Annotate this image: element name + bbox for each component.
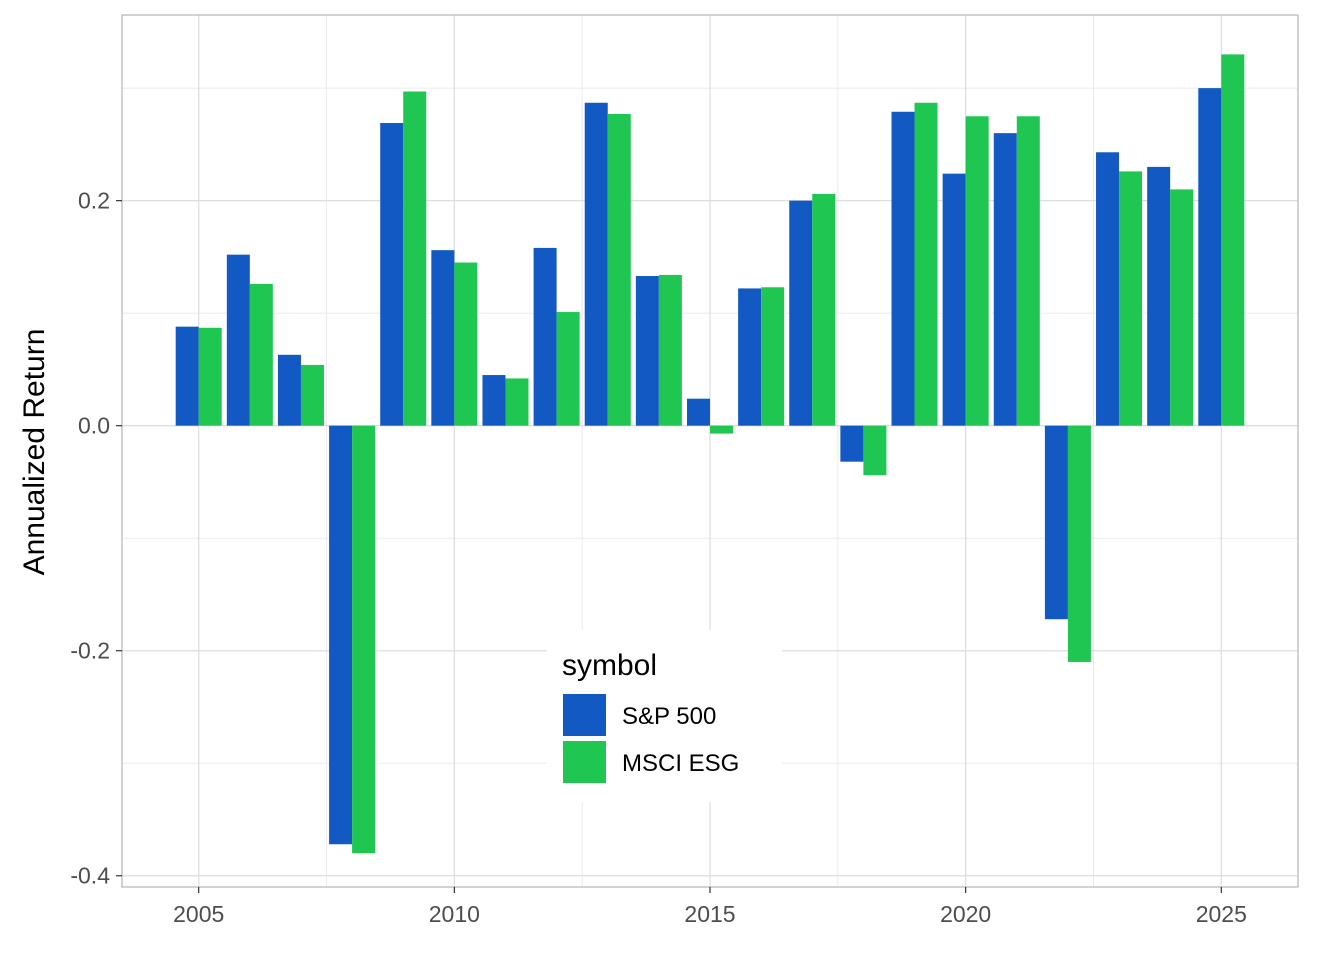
bar-s-p-500-2020 (942, 173, 966, 426)
bar-s-p-500-2006 (226, 254, 250, 426)
bar-s-p-500-2023 (1096, 152, 1120, 426)
legend-swatch-sp500 (563, 694, 606, 736)
bar-msci-esg-2016 (761, 287, 785, 426)
x-tick-label: 2005 (173, 901, 224, 927)
y-tick-label: -0.2 (70, 638, 110, 664)
bar-msci-esg-2015 (710, 425, 734, 434)
bar-msci-esg-2007 (300, 364, 324, 426)
bar-msci-esg-2010 (454, 262, 478, 426)
bar-msci-esg-2009 (403, 91, 427, 426)
bar-s-p-500-2012 (533, 247, 557, 426)
bar-msci-esg-2018 (863, 425, 887, 476)
bar-s-p-500-2024 (1147, 166, 1171, 426)
bar-s-p-500-2018 (840, 425, 864, 462)
bar-msci-esg-2013 (607, 114, 631, 426)
x-axis: 2005 2010 2015 2020 2025 (173, 887, 1247, 927)
bar-s-p-500-2016 (738, 288, 762, 426)
x-tick-label: 2015 (684, 901, 735, 927)
bar-msci-esg-2022 (1067, 425, 1091, 662)
bar-msci-esg-2019 (914, 102, 938, 426)
y-axis-title: Annualized Return (18, 329, 51, 576)
bar-s-p-500-2007 (277, 354, 301, 426)
legend: symbol S&P 500 MSCI ESG (547, 630, 782, 802)
bar-msci-esg-2005 (198, 327, 222, 426)
bar-s-p-500-2014 (635, 276, 659, 426)
bar-s-p-500-2005 (175, 326, 199, 426)
bar-s-p-500-2017 (789, 200, 813, 426)
bar-s-p-500-2009 (380, 123, 404, 426)
bar-s-p-500-2022 (1044, 425, 1068, 620)
bar-s-p-500-2013 (584, 102, 608, 426)
legend-label-msci-esg: MSCI ESG (622, 750, 739, 777)
y-tick-label: 0.2 (78, 188, 110, 214)
bar-msci-esg-2021 (1016, 116, 1040, 426)
bar-s-p-500-2008 (329, 425, 353, 845)
bar-msci-esg-2025 (1221, 54, 1245, 426)
bar-s-p-500-2015 (686, 398, 710, 426)
bar-msci-esg-2024 (1170, 189, 1194, 426)
bar-marks (175, 54, 1245, 854)
bar-msci-esg-2012 (556, 312, 580, 426)
y-axis: -0.4 -0.2 0.0 0.2 (70, 188, 122, 889)
bar-s-p-500-2021 (993, 133, 1017, 426)
bar-msci-esg-2008 (352, 425, 376, 854)
bar-msci-esg-2017 (812, 193, 836, 426)
bar-msci-esg-2006 (249, 283, 273, 426)
bar-msci-esg-2014 (658, 274, 682, 426)
bar-s-p-500-2011 (482, 375, 506, 426)
x-tick-label: 2020 (940, 901, 991, 927)
bar-msci-esg-2020 (965, 116, 989, 426)
bar-s-p-500-2019 (891, 111, 915, 426)
x-tick-label: 2025 (1196, 901, 1247, 927)
bar-msci-esg-2011 (505, 378, 529, 426)
x-tick-label: 2010 (429, 901, 480, 927)
y-tick-label: -0.4 (70, 863, 110, 889)
bar-s-p-500-2025 (1198, 88, 1222, 426)
legend-title: symbol (562, 649, 657, 682)
bar-s-p-500-2010 (431, 250, 455, 426)
legend-swatch-msci-esg (563, 741, 606, 783)
y-tick-label: 0.0 (78, 413, 110, 439)
legend-label-sp500: S&P 500 (622, 703, 716, 730)
bar-msci-esg-2023 (1119, 171, 1143, 426)
